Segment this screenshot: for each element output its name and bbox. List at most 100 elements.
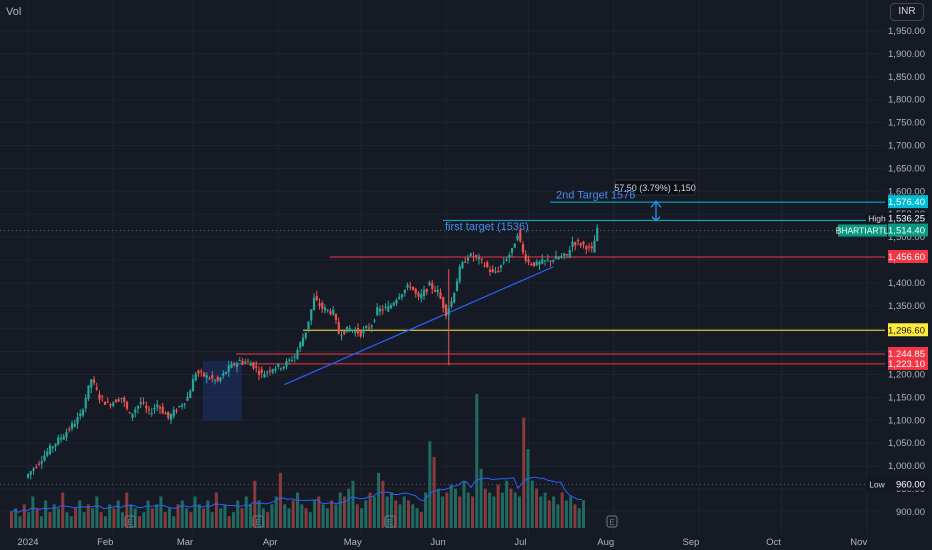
candle-body (117, 399, 120, 402)
candle-body (230, 363, 233, 368)
volume-bar (206, 500, 210, 528)
candle-body (310, 309, 313, 321)
candle-body (112, 402, 115, 406)
candle-body (26, 473, 30, 478)
candle-body (70, 423, 74, 429)
candle-body (103, 401, 107, 405)
currency-selector-button[interactable]: INR (890, 3, 924, 21)
volume-bar (283, 504, 287, 528)
volume-bar (125, 492, 129, 528)
candle-body (362, 329, 365, 334)
candle-body (505, 259, 508, 261)
candle-body (593, 240, 596, 253)
volume-bar (419, 512, 423, 528)
volume-bar (223, 504, 227, 528)
volume-bar (539, 496, 543, 528)
last-price-badge (888, 223, 928, 237)
volume-bar (372, 496, 376, 528)
time-axis-tick-label: Sep (683, 537, 700, 548)
candle-body (222, 372, 225, 376)
candle-body (318, 303, 321, 306)
volume-bar (296, 492, 299, 528)
candle-body (442, 297, 445, 308)
candle-body (266, 371, 269, 373)
candle-body (334, 314, 338, 321)
candle-body (502, 262, 505, 264)
candle-body (461, 262, 464, 269)
candle-body (472, 256, 475, 258)
volume-bar (317, 496, 321, 528)
candle-body (136, 405, 140, 409)
candle-body (508, 254, 511, 258)
candle-body (497, 271, 500, 273)
candle-body (255, 366, 258, 368)
candle-body (422, 289, 426, 297)
candle-body (516, 235, 519, 240)
candle-body (453, 292, 456, 303)
price-level-badge-label: 1,576.40 (888, 197, 925, 208)
volume-bar (99, 512, 103, 528)
candle-body (329, 311, 332, 315)
candle-body (172, 409, 175, 417)
candle-body (365, 326, 368, 328)
candle-body (491, 268, 494, 273)
candle-body (180, 405, 184, 407)
candle-body (219, 377, 222, 382)
candle-body (499, 265, 503, 268)
candle-body (51, 446, 54, 449)
volume-bar (338, 492, 342, 528)
candle-body (475, 255, 478, 257)
candle-body (299, 342, 302, 349)
candle-body (233, 363, 236, 366)
candle-body (356, 328, 360, 334)
volume-bar (368, 492, 372, 528)
candle-body (59, 437, 63, 440)
volume-bar (471, 496, 475, 528)
time-axis-tick-label: Oct (766, 537, 781, 548)
price-axis-tick-label: 1,750.00 (888, 118, 925, 129)
volume-bar (150, 508, 154, 528)
candle-body (197, 370, 200, 374)
price-level-badge (888, 346, 928, 360)
earnings-marker-label: E (387, 518, 392, 527)
price-axis-tick-label: 1,900.00 (888, 49, 925, 60)
candle-body (161, 406, 164, 414)
candle-body (73, 423, 76, 427)
candle-body (458, 266, 461, 282)
candle-body (92, 379, 96, 383)
candle-body (411, 286, 415, 290)
high-price-label: 1,536.25 (888, 213, 925, 224)
candle-body (343, 331, 346, 335)
volume-bar (82, 512, 86, 528)
candle-body (439, 292, 442, 299)
candle-body (87, 385, 90, 399)
candle-body (238, 360, 241, 362)
time-axis-tick-label: Jul (514, 537, 526, 548)
volume-bar (475, 393, 479, 528)
volume-bar (287, 508, 291, 528)
candle-body (549, 260, 552, 262)
candle-body (436, 289, 439, 293)
volume-bar (219, 508, 223, 528)
volume-bar (65, 512, 69, 528)
candle-body (189, 390, 192, 399)
candle-body (398, 296, 401, 299)
candle-body (98, 394, 101, 400)
price-axis-tick-label: 1,050.00 (888, 438, 925, 449)
volume-bar (479, 468, 483, 528)
price-axis-tick-label: 1,650.00 (888, 163, 925, 174)
volume-bar (543, 492, 547, 528)
candle-body (332, 309, 335, 315)
volume-bar (236, 500, 240, 528)
candle-body (175, 410, 178, 412)
volume-bar (146, 500, 150, 528)
price-axis-tick-label: 900.00 (896, 507, 925, 518)
candle-body (557, 257, 560, 260)
candle-body (153, 408, 156, 410)
volume-indicator-label[interactable]: Vol (6, 6, 22, 18)
volume-bar (74, 508, 78, 528)
candle-body (381, 309, 384, 311)
volume-bar (103, 516, 107, 528)
candle-body (367, 327, 371, 329)
